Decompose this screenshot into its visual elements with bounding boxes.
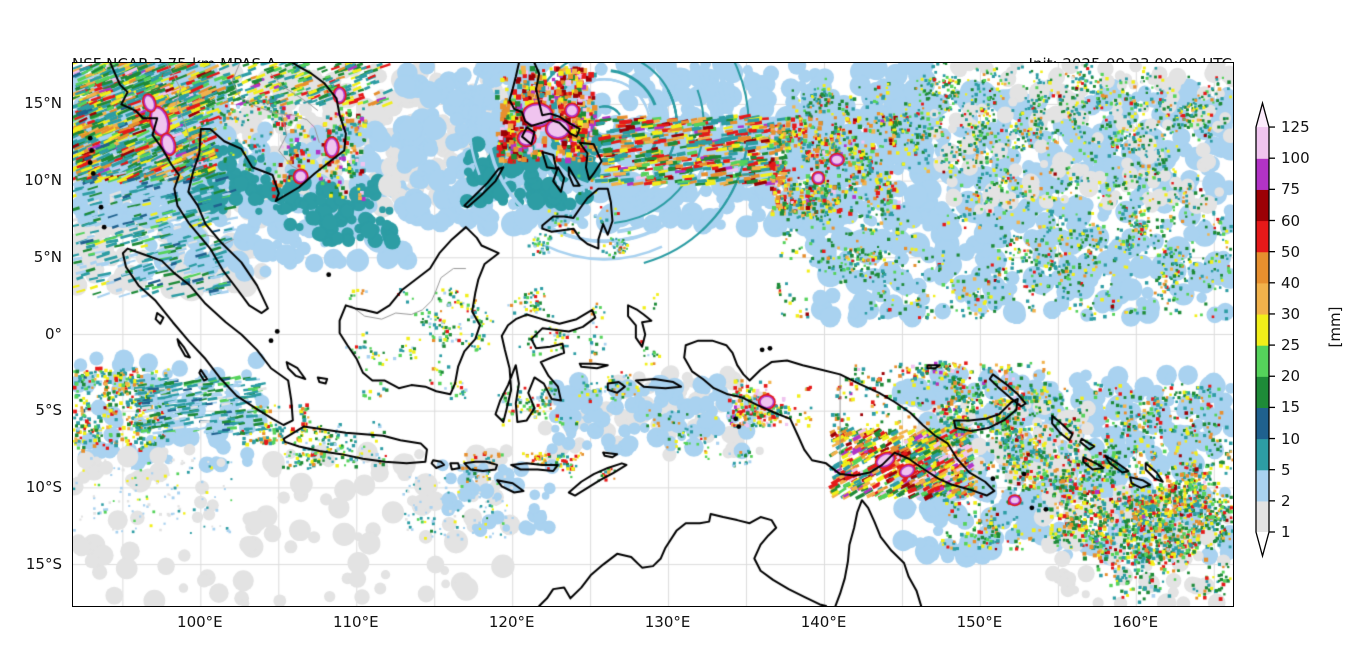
x-tick-label: 100°E	[177, 613, 223, 631]
y-tick-label: 10°N	[24, 171, 62, 190]
colorbar-tick-label: 1	[1281, 523, 1291, 541]
colorbar-tick-label: 40	[1281, 273, 1301, 292]
y-tick-label: 0°	[44, 324, 62, 343]
x-tick-label: 150°E	[956, 613, 1003, 631]
colorbar-tick-label: 5	[1281, 460, 1291, 479]
colorbar	[1248, 96, 1294, 588]
y-tick-label: 10°S	[25, 477, 62, 496]
colorbar-tick-label: 60	[1281, 211, 1301, 230]
colorbar-tick-label: 20	[1281, 367, 1301, 386]
colorbar-tick-label: 50	[1281, 242, 1301, 261]
x-tick-label: 110°E	[332, 613, 379, 631]
colorbar-tick-label: 100	[1281, 149, 1310, 168]
y-tick-label: 15°S	[25, 554, 62, 573]
colorbar-tick-label: 15	[1281, 398, 1301, 417]
colorbar-tick-label: 125	[1281, 118, 1310, 137]
colorbar-tick-label: 30	[1281, 304, 1301, 323]
colorbar-units-label: [mm]	[1326, 306, 1344, 348]
x-tick-label: 140°E	[800, 613, 847, 631]
y-tick-label: 5°S	[35, 401, 62, 420]
colorbar-tick-label: 25	[1281, 336, 1301, 355]
y-tick-label: 5°N	[33, 247, 62, 266]
x-tick-label: 130°E	[644, 613, 691, 631]
x-tick-label: 160°E	[1112, 613, 1159, 631]
x-tick-label: 120°E	[488, 613, 535, 631]
colorbar-tick-label: 75	[1281, 180, 1301, 199]
map-frame	[72, 62, 1234, 607]
y-tick-label: 15°N	[24, 94, 62, 113]
precipitation-map-canvas	[73, 63, 1233, 606]
colorbar-tick-label: 10	[1281, 429, 1301, 448]
colorbar-tick-label: 2	[1281, 491, 1291, 510]
